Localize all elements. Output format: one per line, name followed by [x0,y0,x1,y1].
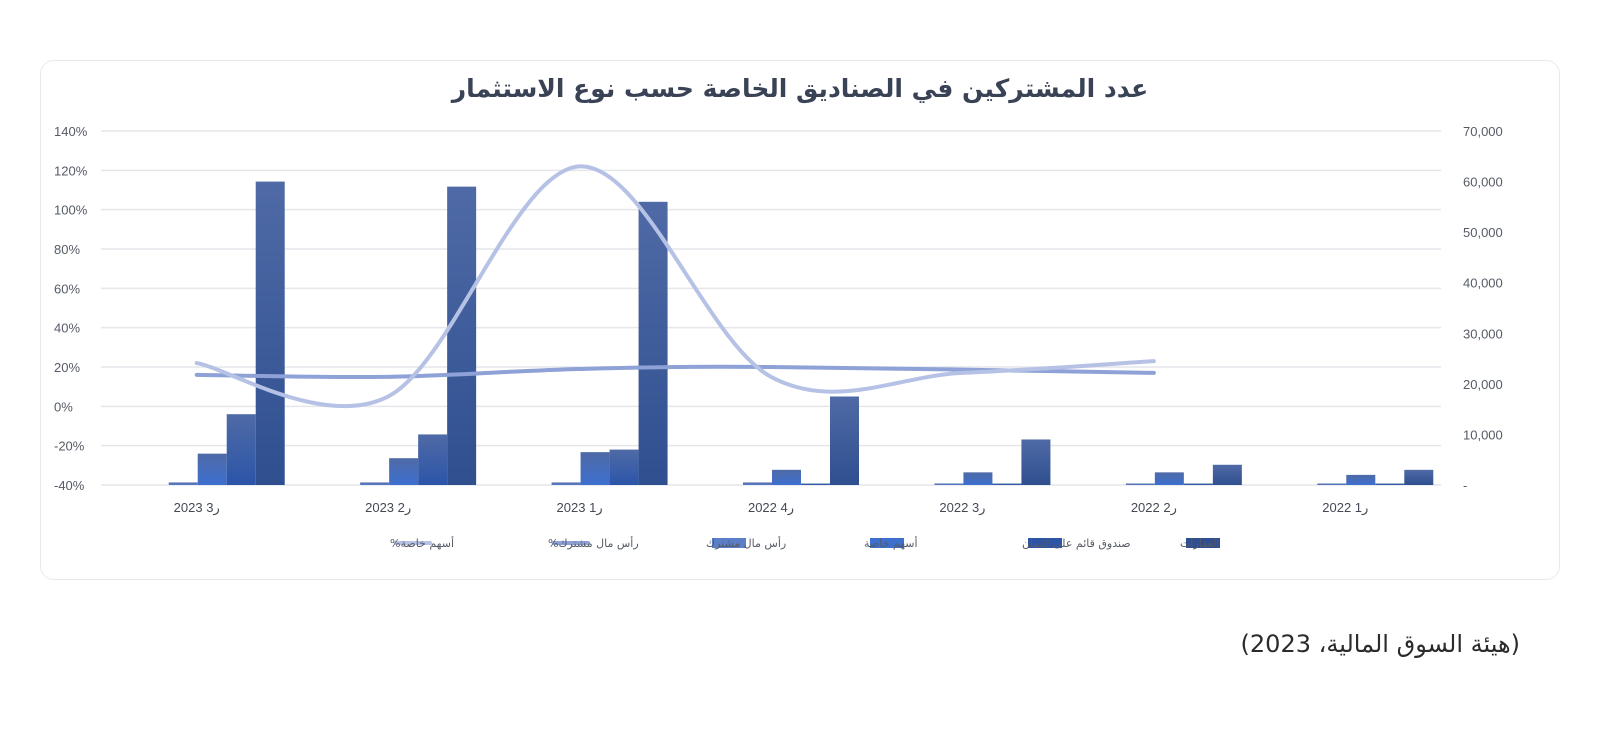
bar-realestate [447,186,477,485]
bar-realestate [638,201,668,486]
left-tick-label: 0% [54,399,73,414]
legend-label: رأس مال مشترك [706,536,786,550]
x-category-label: ر3 2023 [174,500,220,516]
bar-venture-capital [360,482,390,485]
bar-private-equity [580,452,610,485]
left-tick-label: 20% [54,360,80,375]
left-tick-label: 60% [54,281,80,296]
legend-label: رأس مال مشترك% [548,536,639,550]
left-tick-label: 80% [54,242,80,257]
line-venture-capital-pct [194,364,1156,380]
left-tick-label: 120% [54,163,88,178]
bar-credit-fund [226,414,256,485]
left-tick-label: -20% [54,439,85,454]
right-tick-label: 30,000 [1463,326,1503,341]
right-tick-label: 40,000 [1463,276,1503,291]
line-private-equity-pct [194,164,1156,409]
right-tick-label: 60,000 [1463,175,1503,190]
bar-credit-fund [1183,483,1213,485]
right-tick-label: 70,000 [1463,124,1503,139]
x-category-label: ر2 2023 [365,500,411,516]
bar-private-equity [1346,474,1376,485]
left-tick-label: 40% [54,321,80,336]
bar-realestate [1021,439,1051,485]
bar-realestate [1212,464,1242,485]
x-category-label: ر1 2022 [1322,500,1368,516]
x-category-label: ر4 2022 [748,500,794,516]
bar-credit-fund [992,483,1022,485]
x-category-label: ر3 2022 [939,500,985,516]
bar-credit-fund [418,434,448,485]
legend-label: أسهم خاصة [864,536,918,550]
bar-private-equity [197,453,227,485]
bar-venture-capital [934,483,964,485]
legend-label: صندوق قائم على التمان [1022,537,1131,550]
legend-swatch [870,538,904,548]
x-category-label: ر2 2022 [1131,500,1177,516]
right-tick-label: 20,000 [1463,377,1503,392]
legend-label: أسهم خاصة% [390,536,454,550]
bar-credit-fund [609,449,639,485]
legend-swatch [1186,538,1220,548]
bar-venture-capital [168,482,198,485]
bar-venture-capital [743,482,772,485]
bar-private-equity [963,472,993,485]
source-note: (هيئة السوق المالية، 2023) [1240,630,1520,658]
legend-swatch [712,538,746,548]
bar-venture-capital [1317,483,1347,485]
right-tick-label: - [1463,478,1467,493]
bar-realestate [830,396,859,485]
bar-realestate [1404,469,1434,485]
bar-venture-capital [551,482,581,485]
left-tick-label: 100% [54,203,88,218]
right-tick-label: 10,000 [1463,427,1503,442]
bar-credit-fund [801,483,830,485]
bar-realestate [255,181,285,486]
left-tick-label: -40% [54,478,85,493]
chart-title: عدد المشتركين في الصناديق الخاصة حسب نوع… [451,74,1149,103]
bar-credit-fund [1375,483,1405,485]
x-category-label: ر1 2023 [557,500,603,516]
bar-private-equity [389,458,419,485]
bar-private-equity [1154,472,1184,485]
legend-label: العقارات [1180,537,1219,550]
chart-svg: 140% 120% 100% 80% 60% 40% 20% 0% -20% -40% 70,000… [54,124,1503,550]
bar-private-equity [772,469,801,485]
legend-swatch [1028,538,1062,548]
bar-venture-capital [1125,483,1155,485]
left-tick-label: 140% [54,124,88,139]
chart-card: عدد المشتركين في الصناديق الخاصة حسب نوع… [40,60,1560,580]
right-tick-label: 50,000 [1463,225,1503,240]
